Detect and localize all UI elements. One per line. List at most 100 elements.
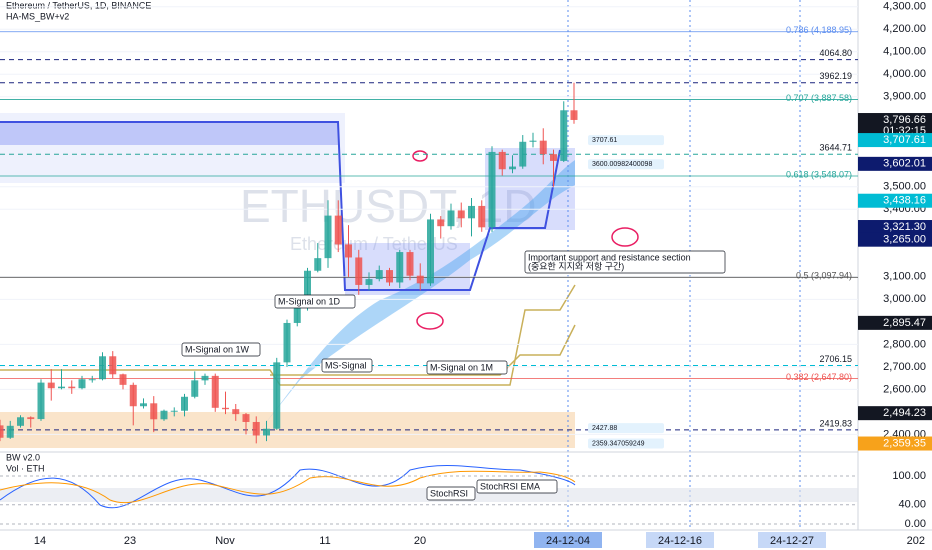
- candle-body: [539, 140, 547, 155]
- x-tick-label: 24-12-04: [546, 535, 590, 547]
- candle-body: [37, 382, 45, 420]
- x-tick-label: 14: [34, 535, 46, 547]
- price-tag-label: 3600.00982400098: [592, 161, 652, 168]
- x-badge: [646, 532, 714, 548]
- candle-body: [304, 270, 311, 308]
- candle-body: [386, 270, 393, 283]
- candle-body: [47, 382, 55, 389]
- osc-volume: Vol · ETH: [6, 463, 45, 473]
- header-indicator: HA-MS_BW+v2: [6, 11, 69, 21]
- candle-body: [375, 270, 383, 280]
- callout: [426, 486, 476, 501]
- candle-body: [109, 356, 117, 375]
- candle-body: [222, 407, 229, 410]
- callout: [321, 358, 373, 373]
- x-tick-label: 24-12-16: [658, 535, 702, 547]
- price-badge: [858, 220, 932, 235]
- candle-body: [211, 375, 219, 408]
- candle-body: [457, 210, 465, 219]
- level-label: 3962.19: [819, 71, 852, 81]
- circle: [416, 312, 444, 330]
- circle: [412, 150, 428, 162]
- price-badge: [858, 133, 932, 148]
- osc-tick-label: 0.00: [905, 518, 926, 530]
- candle-body: [252, 421, 260, 436]
- x-tick-label: 11: [319, 535, 330, 547]
- price-tag-label: 2359.347059249: [592, 440, 645, 447]
- fib-label: 0.707 (3,887.58): [786, 93, 852, 103]
- x-tick-label: 202: [907, 535, 925, 547]
- candle-body: [416, 275, 424, 284]
- candle-body: [88, 379, 96, 381]
- price-badge: [858, 406, 932, 421]
- candle-body: [550, 154, 557, 161]
- y-tick-label: 3,000.00: [883, 293, 926, 305]
- callout: [181, 342, 261, 357]
- candle-body: [478, 205, 486, 228]
- price-badge: [858, 315, 932, 330]
- candle-body: [314, 258, 322, 271]
- price-badge-label: 3,265.00: [883, 234, 926, 246]
- ribbon: [260, 160, 575, 430]
- candle-body: [242, 414, 250, 422]
- candle-body: [447, 210, 455, 227]
- price-tag: [588, 135, 664, 146]
- price-badge-label: 3,321.30: [883, 221, 926, 233]
- candle-body: [293, 307, 301, 323]
- annotation: (중요한 지지와 저항 구간): [528, 260, 624, 271]
- candle-body: [498, 151, 506, 170]
- candle-body: [150, 403, 158, 420]
- candle-body: [181, 396, 188, 411]
- candle-body: [191, 380, 199, 397]
- annotation: M-Signal on 1D: [278, 296, 341, 306]
- candle-body: [160, 410, 168, 420]
- price-badge: [858, 156, 932, 171]
- price-badge-label: 3,438.16: [883, 195, 926, 207]
- circle: [611, 227, 639, 247]
- candle-body: [519, 141, 527, 167]
- level-label: 2419.83: [819, 418, 852, 428]
- candle-body: [345, 244, 352, 258]
- candle-body: [170, 410, 178, 412]
- candle-body: [17, 417, 24, 426]
- zone: [0, 122, 338, 145]
- y-tick-label: 4,200.00: [883, 23, 926, 35]
- candle-body: [129, 384, 137, 407]
- price-badge-label: 3,602.01: [883, 158, 926, 170]
- candle-body: [570, 110, 578, 120]
- candle-body: [68, 386, 76, 389]
- m-signal-1m: [270, 324, 576, 376]
- price-tag: [588, 423, 664, 434]
- y-tick-label: 3,900.00: [883, 91, 926, 103]
- price-badge-label: 3,796.66: [883, 114, 926, 126]
- level-label: 4064.80: [819, 48, 852, 58]
- fib-label: 0.618 (3,548.07): [786, 169, 852, 179]
- y-tick-label: 4,300.00: [883, 1, 926, 13]
- candle-body: [427, 219, 434, 284]
- grid: [0, 6, 858, 525]
- candle-body: [27, 417, 35, 420]
- candle-body: [273, 362, 281, 429]
- annotations: 4064.80 3962.19 3644.71 2706.15 2419.83 0.786…: [181, 25, 852, 501]
- y-tick-label: 2,600.00: [883, 383, 926, 395]
- annotation: M-Signal on 1M: [430, 362, 493, 372]
- marks: [0, 82, 578, 444]
- annotation: MS-Signal: [325, 360, 367, 370]
- watermark: ETHUSDT, 1D: [240, 180, 536, 232]
- y-tick-label: 3,100.00: [883, 271, 926, 283]
- candle-body: [396, 252, 404, 283]
- osc-tick-label: 100.00: [892, 470, 926, 482]
- x-badge: [758, 532, 826, 548]
- price-badge-label: 2,494.23: [883, 407, 926, 419]
- candle-body: [509, 166, 516, 170]
- fib-label: 0.5 (3,097.94): [796, 271, 852, 281]
- candle-body: [140, 403, 147, 407]
- annotation: M-Signal on 1W: [185, 344, 250, 354]
- callout: [274, 294, 356, 309]
- price-tag: [588, 438, 664, 449]
- x-tick-label: 20: [414, 535, 426, 547]
- candle-body: [58, 386, 65, 389]
- candle-body: [201, 375, 209, 381]
